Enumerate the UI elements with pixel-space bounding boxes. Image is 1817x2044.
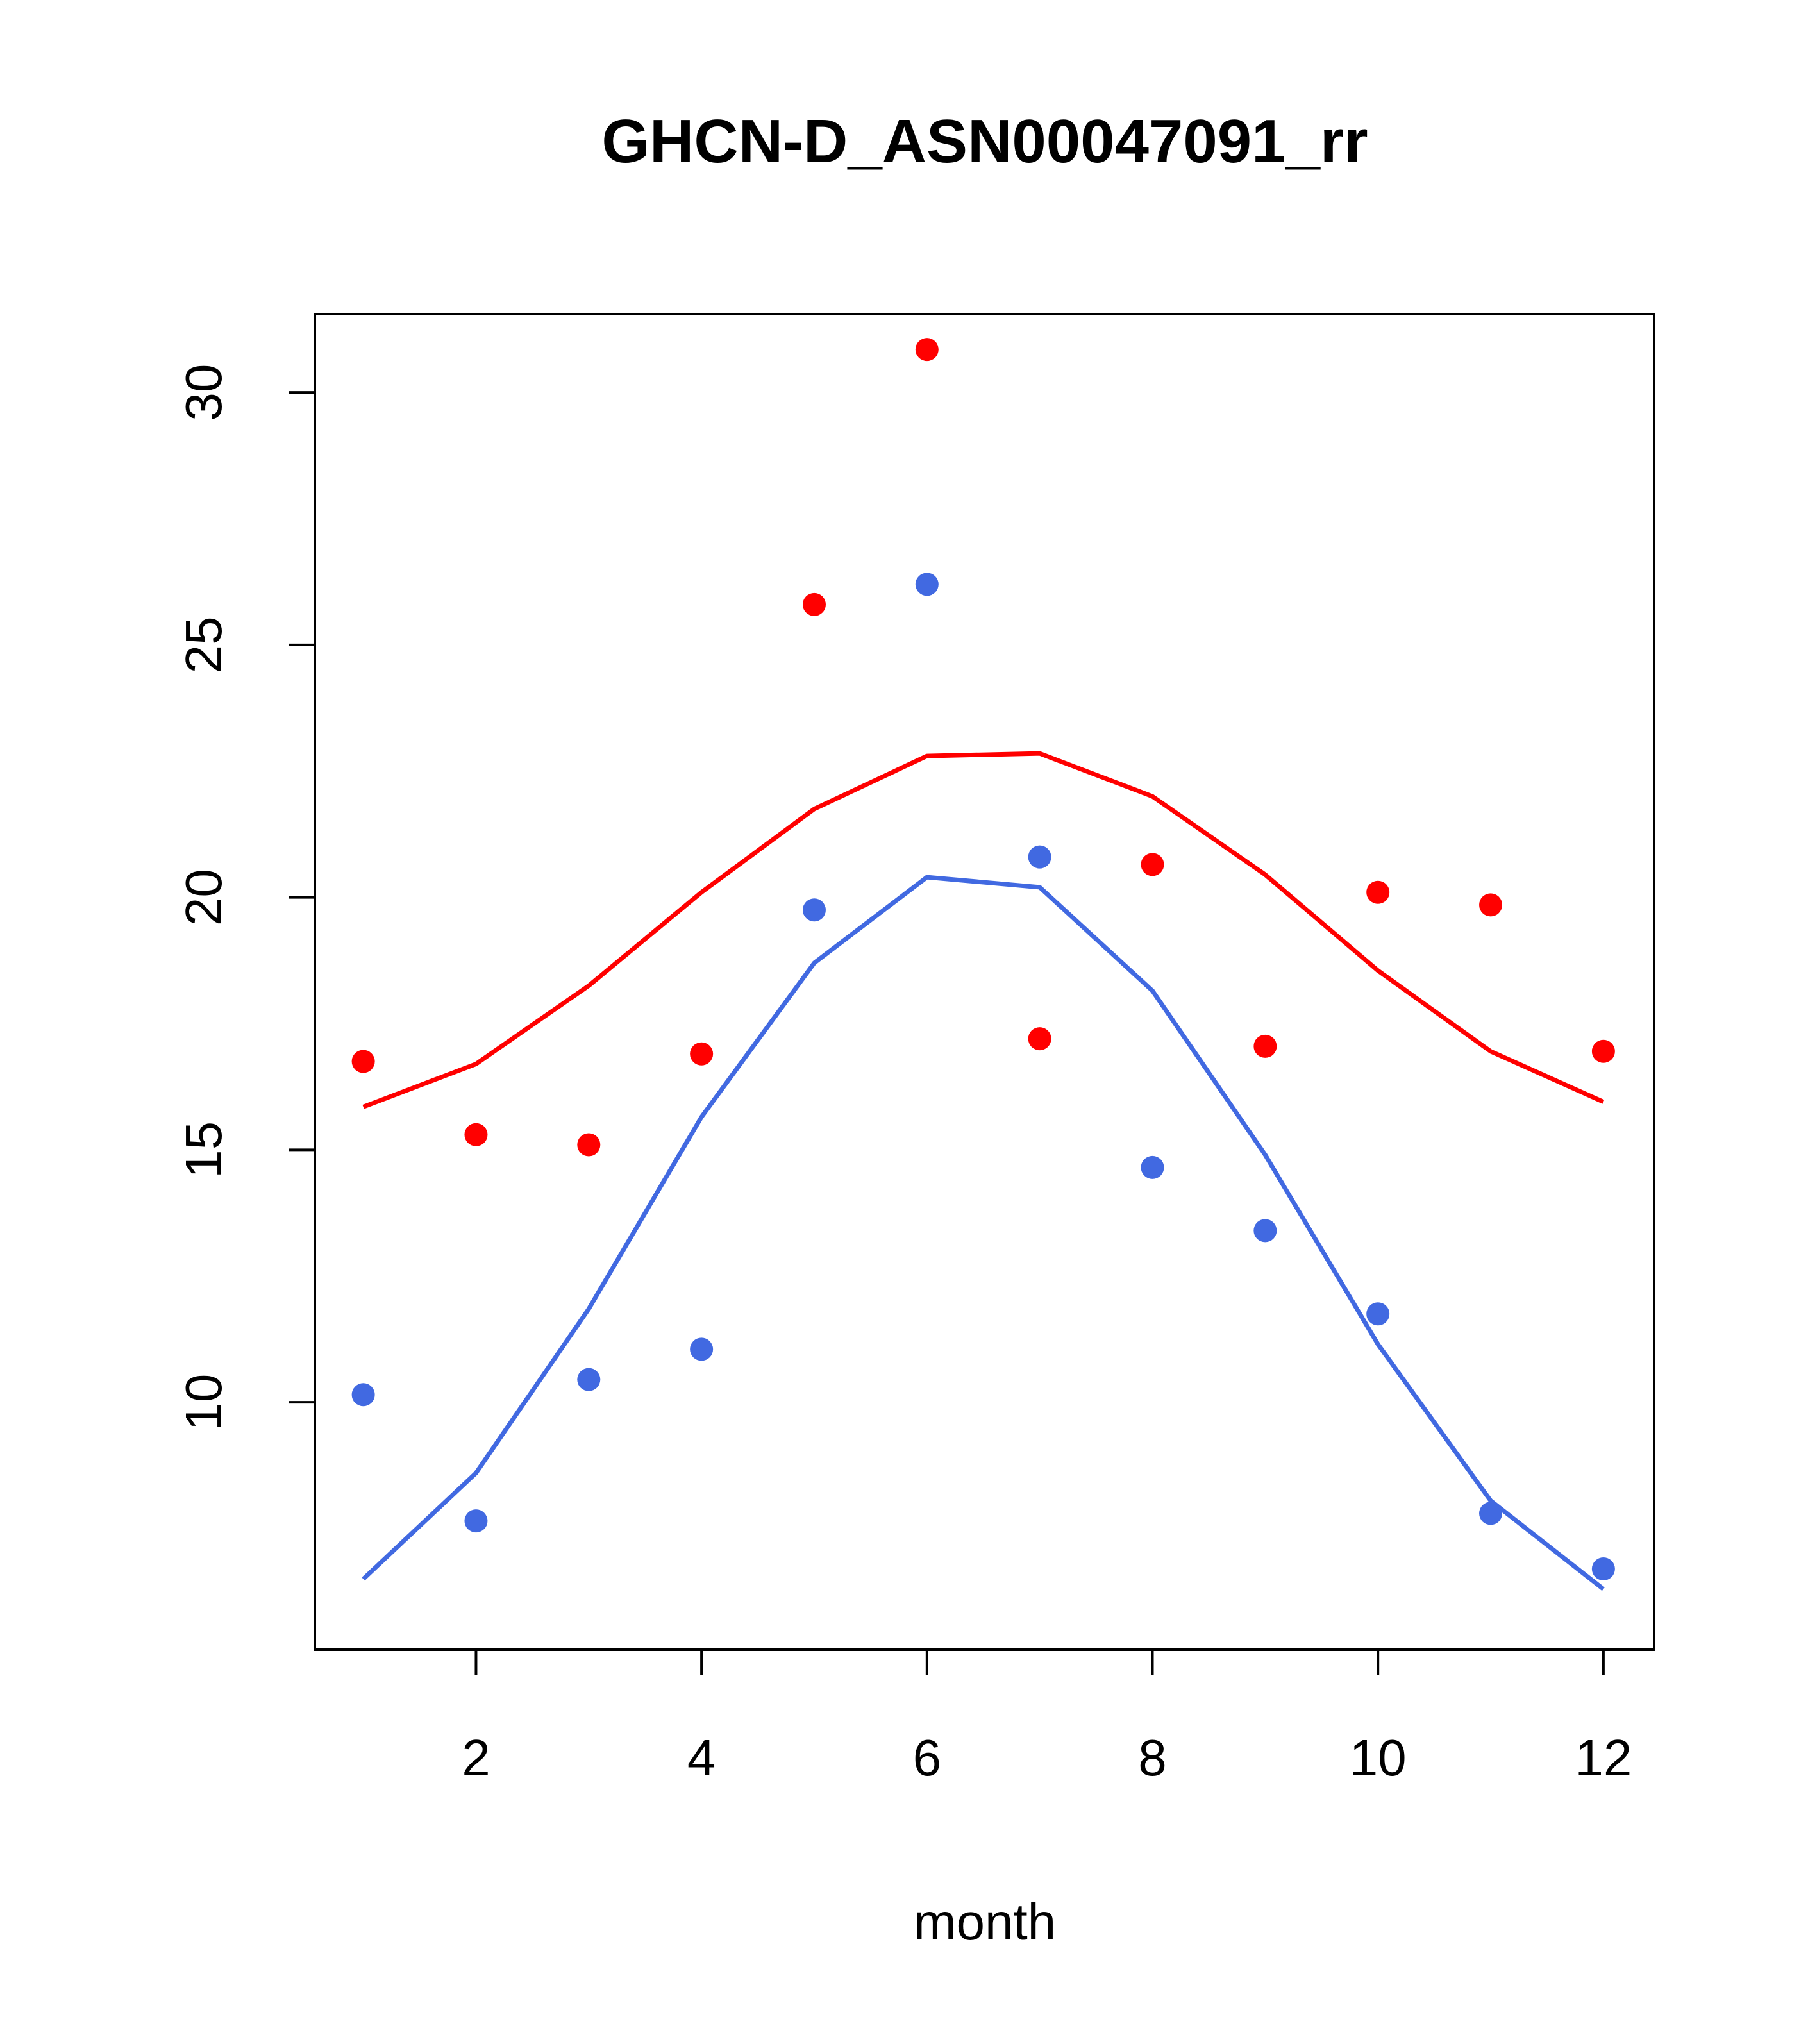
- y-tick-label: 25: [175, 616, 232, 673]
- blue-point: [351, 1383, 375, 1407]
- blue-point: [1366, 1302, 1390, 1326]
- red-point: [464, 1123, 488, 1146]
- x-tick-label: 6: [913, 1729, 942, 1786]
- red-point: [577, 1133, 601, 1157]
- blue-line: [362, 875, 1605, 1591]
- x-tick-label: 2: [462, 1729, 490, 1786]
- blue-point: [1028, 845, 1051, 869]
- blue-point: [1479, 1502, 1503, 1525]
- red-point: [1479, 893, 1503, 917]
- x-tick-label: 4: [687, 1729, 716, 1786]
- blue-point: [1591, 1557, 1615, 1580]
- blue-point: [1141, 1155, 1164, 1179]
- y-axis: 10 15 20 25 30: [175, 364, 316, 1431]
- x-tick-label: 10: [1350, 1729, 1407, 1786]
- x-tick-label: 12: [1575, 1729, 1632, 1786]
- red-point: [1591, 1039, 1615, 1063]
- red-line: [362, 751, 1605, 1109]
- blue-point: [915, 573, 939, 596]
- y-tick-label: 15: [175, 1121, 232, 1178]
- red-point: [1141, 853, 1164, 876]
- x-axis: 2 4 6 8 10 12: [462, 1648, 1632, 1786]
- y-tick-label: 30: [175, 364, 232, 421]
- blue-point: [802, 898, 826, 922]
- red-point: [802, 592, 826, 616]
- red-point: [351, 1050, 375, 1073]
- red-point: [915, 338, 939, 362]
- red-point: [1028, 1027, 1051, 1051]
- blue-point: [690, 1337, 714, 1361]
- red-point: [690, 1042, 714, 1066]
- blue-point: [464, 1509, 488, 1533]
- x-tick-label: 8: [1138, 1729, 1167, 1786]
- red-point: [1366, 880, 1390, 904]
- red-point: [1253, 1034, 1277, 1058]
- blue-point: [577, 1368, 601, 1391]
- y-tick-label: 10: [175, 1374, 232, 1431]
- x-axis-label: month: [914, 1893, 1056, 1950]
- blue-point: [1253, 1219, 1277, 1243]
- chart-title: GHCN-D_ASN00047091_rr: [601, 107, 1368, 176]
- series-layer: [351, 338, 1615, 1591]
- y-tick-label: 20: [175, 869, 232, 926]
